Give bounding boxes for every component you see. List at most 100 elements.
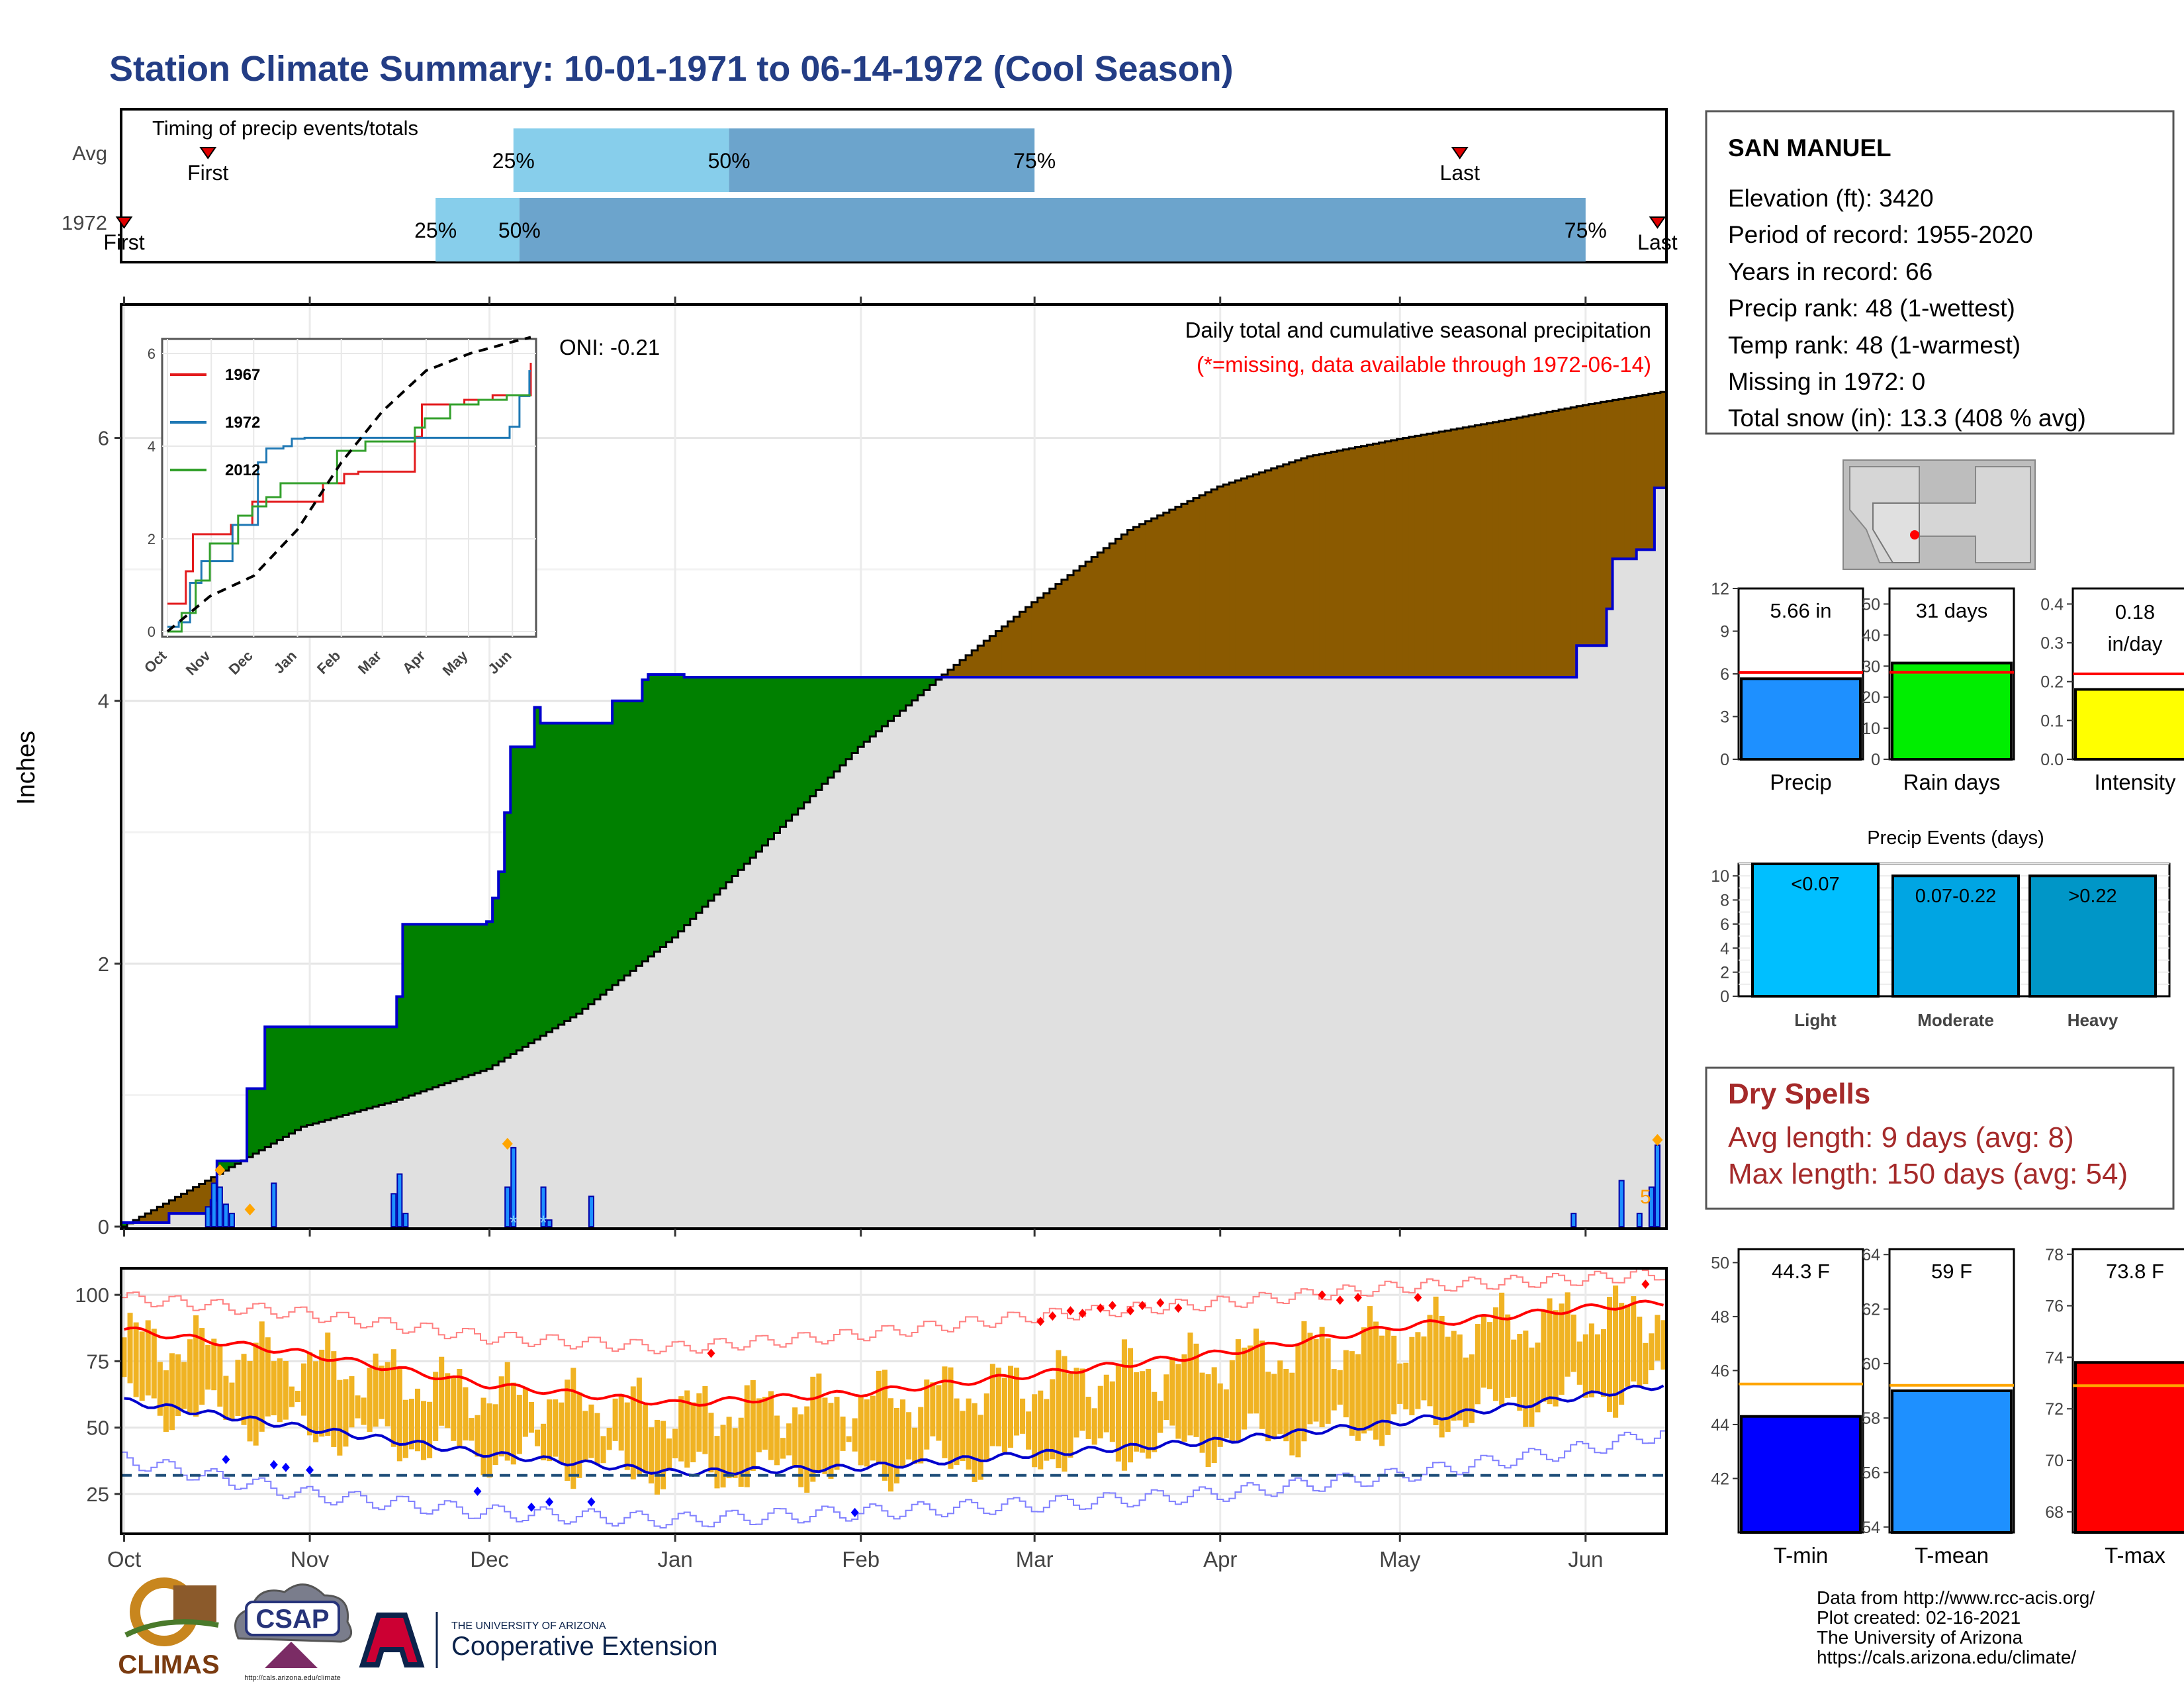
daily-precip-bar — [1648, 1186, 1655, 1228]
cum-above-avg-fill — [522, 747, 529, 1047]
cum-avg-fill — [528, 1043, 535, 1227]
daily-temp-bar — [1643, 1342, 1649, 1385]
daily-temp-bar — [1103, 1374, 1109, 1432]
daily-temp-bar — [840, 1416, 846, 1451]
cum-avg-fill — [606, 990, 613, 1227]
daily-temp-bar — [127, 1313, 133, 1383]
daily-temp-bar — [1187, 1333, 1193, 1436]
cum-avg-fill — [815, 790, 823, 1227]
daily-temp-bar — [1229, 1360, 1235, 1442]
cum-avg-fill — [1565, 677, 1571, 1227]
cum-avg-fill — [1073, 677, 1080, 1227]
cum-above-avg-fill — [654, 675, 661, 952]
timing-row-label-1972: 1972 — [62, 211, 107, 234]
daily-temp-bar — [1325, 1338, 1331, 1424]
events-ytick-label: 6 — [1720, 915, 1729, 934]
cum-avg-fill — [277, 1140, 283, 1227]
cum-above-avg-fill — [420, 924, 428, 1092]
cum-avg-fill — [570, 1017, 577, 1227]
timing-q50-q75-bar — [729, 128, 1035, 192]
daily-temp-bar — [1361, 1327, 1367, 1434]
cum-above-avg-fill — [852, 677, 858, 753]
temp-xtick-label: Jan — [658, 1547, 693, 1571]
dry-spells-title: Dry Spells — [1728, 1078, 1870, 1110]
cum-avg-fill — [1139, 677, 1146, 1227]
record-low-diamond-icon — [269, 1460, 278, 1470]
cum-above-avg-fill — [929, 677, 936, 685]
daily-temp-bar — [942, 1366, 948, 1458]
cum-above-avg-fill — [690, 677, 697, 919]
daily-temp-bar — [936, 1385, 942, 1441]
daily-temp-bar — [247, 1361, 253, 1442]
cum-above-avg-fill — [300, 1027, 308, 1127]
daily-temp-bar — [852, 1418, 858, 1452]
cum-avg-fill — [941, 677, 948, 1227]
daily-temp-bar — [1600, 1329, 1606, 1397]
cum-below-avg-fill — [1313, 455, 1320, 677]
mini-panel-ytick-label: 50 — [1711, 1254, 1729, 1272]
mini-panel-bar — [2074, 688, 2184, 761]
daily-temp-bar — [822, 1397, 828, 1474]
cum-avg-fill — [1546, 677, 1553, 1227]
daily-temp-bar — [1121, 1339, 1127, 1471]
cum-above-avg-fill — [247, 1088, 253, 1157]
cum-avg-fill — [1606, 608, 1614, 1227]
daily-temp-bar — [325, 1333, 331, 1436]
cum-below-avg-fill — [1451, 429, 1457, 677]
cum-avg-fill — [1109, 677, 1116, 1227]
daily-temp-bar — [858, 1395, 864, 1466]
cum-avg-fill — [1451, 677, 1457, 1227]
cum-avg-fill — [947, 677, 954, 1227]
timing-q25-label: 25% — [414, 218, 457, 242]
mini-panel-ytick-label: 70 — [2045, 1452, 2064, 1470]
cum-avg-fill — [899, 710, 907, 1227]
mini-panel-ytick-label: 74 — [2045, 1348, 2064, 1367]
cum-below-avg-fill — [941, 675, 948, 677]
cum-below-avg-fill — [1037, 597, 1044, 677]
cumulative-areas — [121, 391, 1667, 1228]
cum-avg-fill — [1115, 677, 1122, 1227]
cum-below-avg-fill — [1235, 480, 1242, 677]
cum-avg-fill — [978, 677, 984, 1227]
cum-avg-fill — [1349, 677, 1355, 1227]
daily-temp-bar — [648, 1427, 654, 1483]
daily-temp-bar — [600, 1436, 606, 1464]
cum-avg-fill — [1097, 677, 1104, 1227]
cum-below-avg-fill — [1145, 521, 1152, 677]
daily-temp-bar — [1205, 1374, 1211, 1467]
csap-wordmark: CSAP — [255, 1605, 329, 1634]
cum-below-avg-fill — [1025, 607, 1032, 677]
cum-avg-fill — [1247, 677, 1254, 1227]
cum-below-avg-fill — [1007, 621, 1015, 677]
cum-below-avg-fill — [1361, 445, 1368, 677]
record-high-diamond-icon — [1353, 1293, 1362, 1303]
cum-below-avg-fill — [1559, 409, 1565, 677]
cum-below-avg-fill — [1091, 557, 1098, 677]
daily-temp-bar — [684, 1390, 690, 1468]
cum-avg-fill — [594, 999, 601, 1227]
daily-temp-bar — [1097, 1385, 1103, 1438]
daily-temp-bar — [421, 1401, 427, 1460]
daily-temp-bar — [1439, 1316, 1445, 1438]
daily-temp-bar — [1319, 1327, 1325, 1428]
timing-q75-label: 75% — [1013, 149, 1056, 173]
daily-temp-bar — [1457, 1334, 1463, 1421]
daily-temp-bar — [1547, 1298, 1553, 1405]
cum-above-avg-fill — [480, 924, 487, 1071]
timing-first-label: First — [103, 230, 144, 254]
cum-below-avg-fill — [181, 1194, 188, 1214]
timing-first-marker-icon — [115, 216, 133, 229]
mini-panel-ytick-label: 0.3 — [2040, 634, 2064, 653]
daily-temp-bar — [283, 1361, 289, 1420]
cum-above-avg-fill — [821, 677, 829, 784]
cum-avg-fill — [1241, 677, 1248, 1227]
daily-temp-bar — [1337, 1370, 1343, 1405]
cum-avg-fill — [966, 677, 972, 1227]
station-line-2: Period of record: 1955-2020 — [1728, 221, 2033, 248]
cum-avg-fill — [402, 1098, 410, 1227]
cum-avg-fill — [558, 1024, 565, 1227]
cum-avg-fill — [1001, 677, 1009, 1227]
cum-avg-fill — [259, 1150, 265, 1227]
daily-temp-bar — [1115, 1365, 1121, 1462]
cum-avg-fill — [1259, 677, 1266, 1227]
